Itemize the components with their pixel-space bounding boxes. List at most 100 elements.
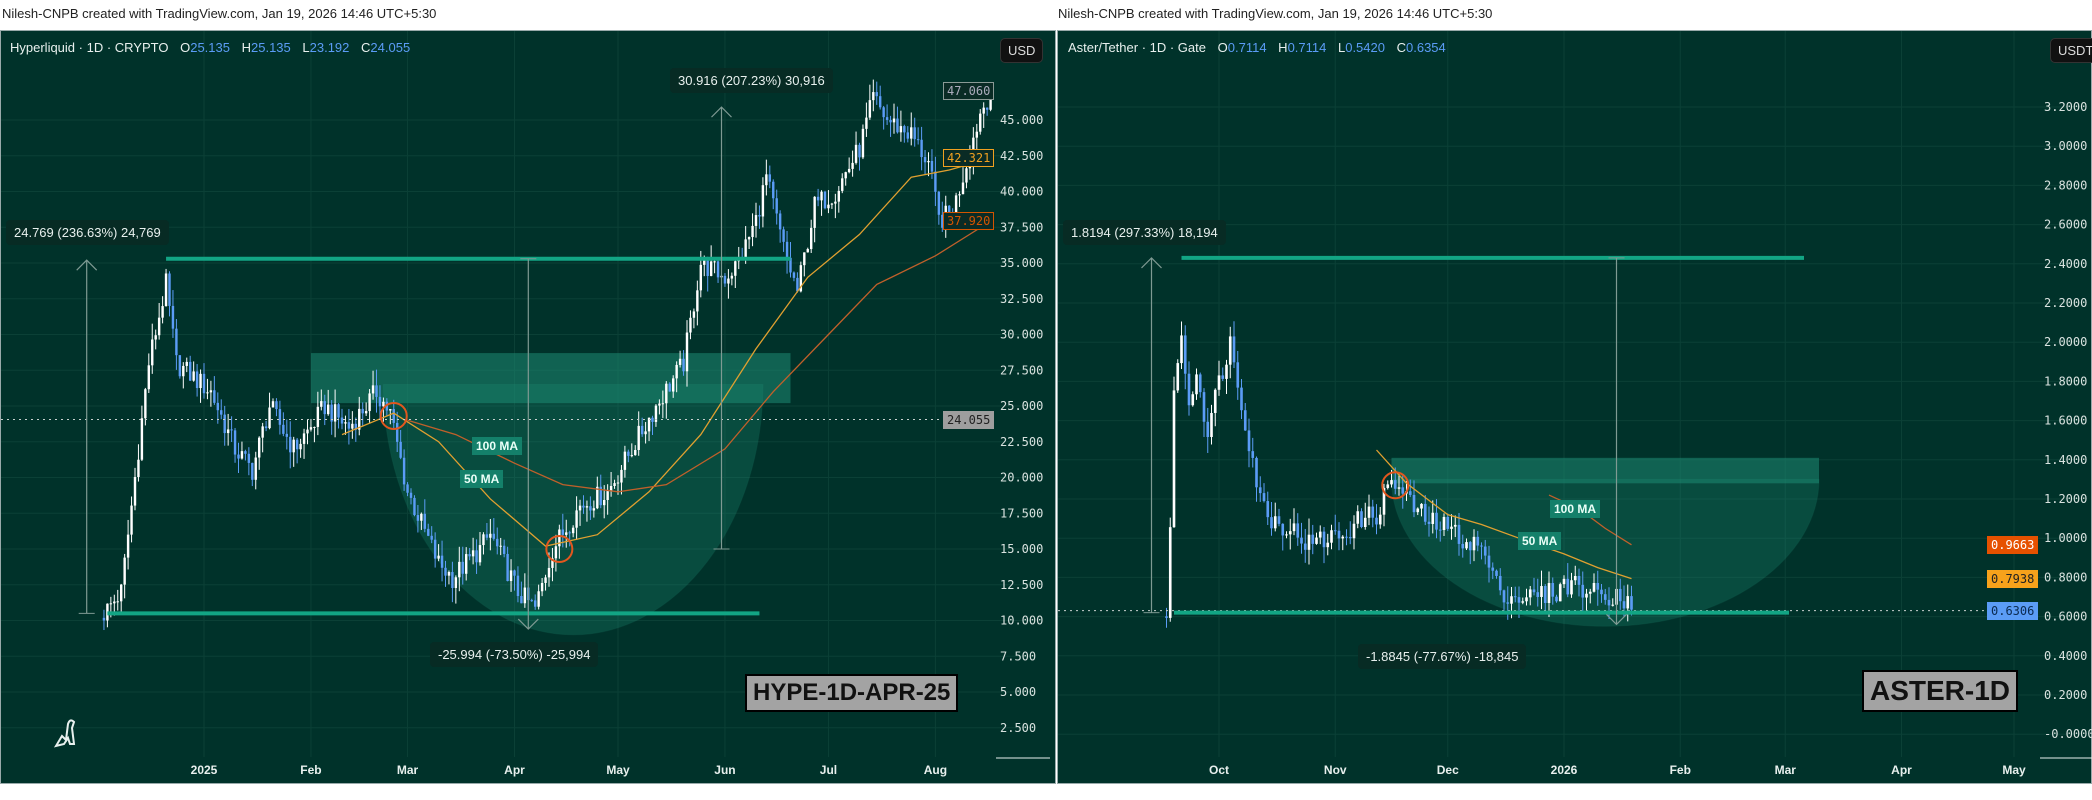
candle-body bbox=[1453, 524, 1457, 527]
y-tick-label: 5.000 bbox=[1000, 685, 1036, 699]
candle-body bbox=[213, 390, 216, 403]
candle-body bbox=[578, 505, 582, 511]
symbol-legend-aster[interactable]: Aster/Tether · 1D · Gate O0.7114 H0.7114… bbox=[1068, 40, 1446, 55]
candle-body bbox=[1412, 494, 1416, 513]
candle-body bbox=[140, 418, 144, 460]
candle-body bbox=[785, 241, 789, 258]
candle-body bbox=[803, 252, 806, 266]
candle-body bbox=[751, 225, 754, 238]
candle-body bbox=[1228, 336, 1232, 365]
candle-body bbox=[451, 572, 454, 588]
candle-body bbox=[854, 144, 858, 163]
price-axis-label: 37.920 bbox=[943, 212, 995, 231]
tradingview-logo-icon[interactable] bbox=[52, 716, 86, 755]
y-tick-label: 12.500 bbox=[1000, 578, 1043, 592]
candle-body bbox=[475, 550, 478, 563]
candle-body bbox=[247, 453, 251, 463]
candle-body bbox=[285, 433, 289, 437]
candle-body bbox=[878, 96, 882, 108]
candle-body bbox=[1517, 597, 1521, 603]
candle-body bbox=[109, 603, 113, 605]
candle-body bbox=[1551, 583, 1555, 597]
candle-body bbox=[413, 497, 416, 516]
candle-body bbox=[765, 174, 768, 186]
candle-body bbox=[734, 261, 737, 276]
candle-body bbox=[1303, 543, 1307, 550]
ma50-label: 50 MA bbox=[460, 470, 504, 488]
candle-body bbox=[1547, 583, 1551, 603]
candle-body bbox=[585, 506, 589, 508]
candle-body bbox=[1607, 599, 1611, 606]
attribution-left: Nilesh-CNPB created with TradingView.com… bbox=[2, 6, 437, 21]
currency-button-aster[interactable]: USDT bbox=[2050, 38, 2092, 63]
candle-body bbox=[1236, 362, 1240, 388]
candle-body bbox=[547, 567, 551, 578]
candle-body bbox=[892, 118, 896, 123]
candle-body bbox=[1577, 575, 1581, 585]
candle-body bbox=[1296, 523, 1300, 538]
x-tick-label: 2025 bbox=[191, 763, 218, 777]
candle-body bbox=[1506, 602, 1510, 604]
candle-body bbox=[1416, 508, 1420, 513]
candle-body bbox=[834, 201, 837, 204]
candle-body bbox=[540, 582, 544, 592]
candle-body bbox=[796, 277, 799, 292]
candle-body bbox=[168, 273, 171, 306]
candle-body bbox=[658, 403, 661, 406]
y-tick-label: 10.000 bbox=[1000, 614, 1043, 628]
candle-body bbox=[395, 422, 399, 442]
currency-button[interactable]: USD bbox=[1000, 38, 1044, 63]
candle-body bbox=[613, 483, 616, 486]
symbol-legend[interactable]: Hyperliquid · 1D · CRYPTO O25.135 H25.13… bbox=[10, 40, 410, 55]
candle-body bbox=[313, 426, 316, 428]
candle-body bbox=[416, 515, 420, 521]
candle-body bbox=[596, 486, 599, 509]
cup-arc bbox=[382, 384, 764, 636]
candle-body bbox=[444, 567, 447, 576]
candle-body bbox=[1191, 394, 1195, 406]
candle-body bbox=[1540, 586, 1543, 597]
candle-body bbox=[772, 181, 775, 199]
candle-body bbox=[1528, 589, 1532, 598]
y-tick-label: 35.000 bbox=[1000, 256, 1043, 270]
candle-body bbox=[1318, 531, 1322, 538]
candle-body bbox=[1176, 363, 1180, 391]
candle-body bbox=[1300, 537, 1303, 544]
candle-body bbox=[1277, 516, 1281, 524]
open-value: 25.135 bbox=[190, 40, 230, 55]
candle-body bbox=[616, 482, 620, 484]
candle-body bbox=[133, 477, 137, 506]
candle-body bbox=[1510, 596, 1513, 604]
candle-body bbox=[837, 190, 841, 202]
x-tick-label: Mar bbox=[397, 763, 419, 777]
candle-body bbox=[730, 275, 734, 279]
chart-1: 3.2000 3.0000 2.8000 2.6000 2.4000 2.2000 2.00… bbox=[1058, 31, 2092, 777]
x-tick-label: Feb bbox=[300, 763, 321, 777]
candle-body bbox=[778, 213, 782, 230]
candle-body bbox=[816, 196, 820, 201]
candle-body bbox=[709, 261, 713, 276]
candle-body bbox=[847, 168, 851, 173]
candle-body bbox=[851, 162, 854, 169]
candle-body bbox=[827, 204, 830, 209]
candle-body bbox=[1262, 493, 1266, 502]
x-tick-label: Aug bbox=[924, 763, 947, 777]
candle-body bbox=[972, 137, 975, 161]
candle-body bbox=[119, 584, 123, 602]
candle-body bbox=[623, 451, 627, 470]
candle-body bbox=[1251, 451, 1255, 458]
candle-body bbox=[910, 127, 913, 139]
candle-body bbox=[1232, 336, 1236, 363]
candle-body bbox=[157, 317, 161, 336]
candle-body bbox=[654, 405, 658, 422]
candle-body bbox=[568, 532, 571, 534]
candle-body bbox=[268, 407, 271, 429]
candle-body bbox=[1468, 542, 1472, 551]
candle-body bbox=[292, 439, 295, 453]
candle-body bbox=[454, 577, 458, 588]
low-label: L bbox=[1337, 40, 1346, 55]
candle-body bbox=[199, 373, 202, 389]
candle-body bbox=[354, 423, 358, 430]
open-label: O bbox=[1217, 40, 1228, 55]
